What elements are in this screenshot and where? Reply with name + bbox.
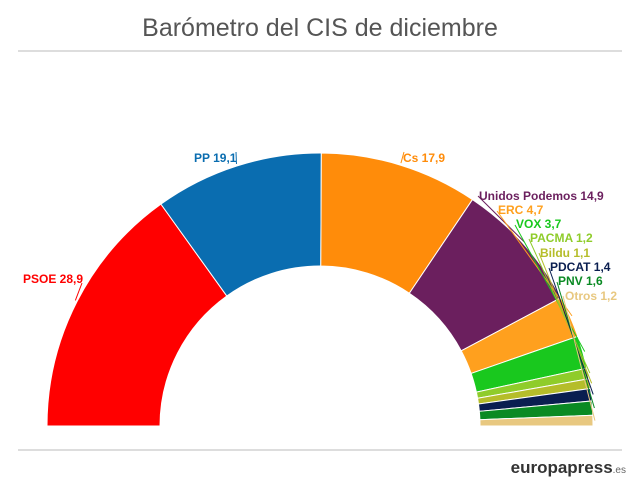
leader-otros [562,295,596,421]
leader-psoe [74,282,83,301]
label-pdcat: PDCAT 1,4 [550,260,611,274]
label-pacma: PACMA 1,2 [530,231,593,245]
label-otros: Otros 1,2 [565,289,617,303]
leader-bildu [538,252,593,384]
leader-lines-group [74,151,596,421]
slice-otros [479,414,594,427]
label-pp: PP 19,1 [194,151,237,165]
leader-cs [400,151,405,164]
leader-vox [514,224,586,352]
leader-pacma [528,238,591,374]
footer-divider [18,449,622,451]
slices-group [46,152,594,427]
label-psoe: PSOE 28,9 [23,272,83,286]
leader-pdcat [548,267,594,395]
title-divider [18,50,622,52]
europapress-logo: europapress.es [510,458,626,477]
chart-title: Barómetro del CIS de diciembre [142,14,498,42]
label-unidos-podemos: Unidos Podemos 14,9 [479,189,604,203]
leader-unidos-podemos [477,195,525,243]
label-cs: Cs 17,9 [403,151,445,165]
labels-group: PSOE 28,9 PP 19,1 Cs 17,9 Unidos Podemos 14… [23,151,617,303]
label-pnv: PNV 1,6 [558,274,603,288]
label-vox: VOX 3,7 [516,217,562,231]
label-bildu: Bildu 1,1 [540,246,590,260]
label-erc: ERC 4,7 [498,203,544,217]
